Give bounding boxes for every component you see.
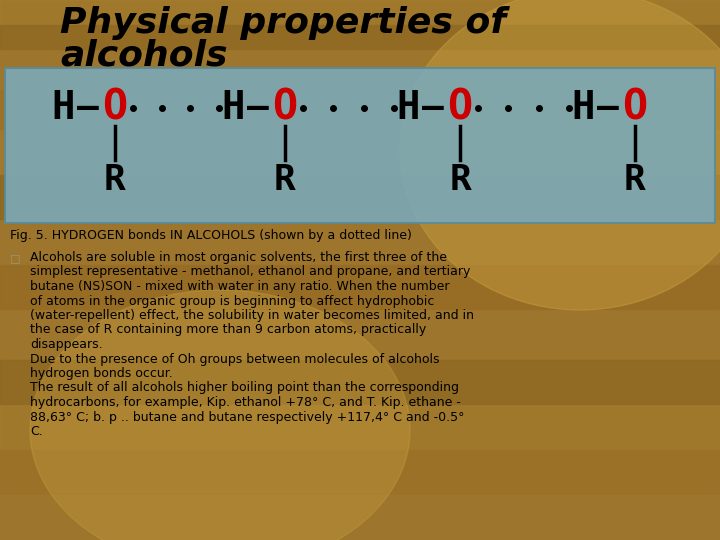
- Text: Fig. 5. HYDROGEN bonds IN ALCOHOLS (shown by a dotted line): Fig. 5. HYDROGEN bonds IN ALCOHOLS (show…: [10, 229, 412, 242]
- Bar: [0, 495, 720, 540]
- Bar: [0, 220, 720, 265]
- Text: R: R: [104, 163, 126, 197]
- Text: H: H: [221, 89, 245, 127]
- Text: The result of all alcohols higher boiling point than the corresponding: The result of all alcohols higher boilin…: [30, 381, 459, 395]
- Text: (water-repellent) effect, the solubility in water becomes limited, and in: (water-repellent) effect, the solubility…: [30, 309, 474, 322]
- Bar: [0, 405, 720, 450]
- Text: alcohols: alcohols: [60, 38, 228, 72]
- Text: the case of R containing more than 9 carbon atoms, practically: the case of R containing more than 9 car…: [30, 323, 426, 336]
- Bar: [0, 360, 720, 405]
- Text: O: O: [272, 87, 297, 129]
- Bar: [0, 90, 720, 130]
- Text: C.: C.: [30, 425, 42, 438]
- Text: –: –: [422, 91, 444, 125]
- Bar: [0, 450, 720, 495]
- Bar: [0, 50, 720, 90]
- Text: O: O: [102, 87, 127, 129]
- Text: disappears.: disappears.: [30, 338, 103, 351]
- Text: hydrogen bonds occur.: hydrogen bonds occur.: [30, 367, 173, 380]
- Text: 88,63° C; b. p .. butane and butane respectively +117,4° C and -0.5°: 88,63° C; b. p .. butane and butane resp…: [30, 410, 464, 423]
- Bar: [0, 265, 720, 310]
- Text: □: □: [10, 253, 20, 263]
- Text: R: R: [624, 163, 646, 197]
- Text: butane (NS)SON - mixed with water in any ratio. When the number: butane (NS)SON - mixed with water in any…: [30, 280, 449, 293]
- Ellipse shape: [30, 290, 410, 540]
- Bar: [0, 175, 720, 220]
- Text: hydrocarbons, for example, Kip. ethanol +78° C, and T. Kip. ethane -: hydrocarbons, for example, Kip. ethanol …: [30, 396, 461, 409]
- Text: H: H: [396, 89, 420, 127]
- Text: –: –: [77, 91, 99, 125]
- Text: H: H: [51, 89, 75, 127]
- FancyBboxPatch shape: [5, 68, 715, 223]
- Text: O: O: [448, 87, 472, 129]
- Text: R: R: [274, 163, 296, 197]
- Text: H: H: [571, 89, 595, 127]
- Bar: [0, 25, 720, 50]
- Bar: [0, 310, 720, 360]
- Text: of atoms in the organic group is beginning to affect hydrophobic: of atoms in the organic group is beginni…: [30, 294, 434, 307]
- Text: –: –: [247, 91, 269, 125]
- Text: Alcohols are soluble in most organic solvents, the first three of the: Alcohols are soluble in most organic sol…: [30, 251, 447, 264]
- Text: R: R: [449, 163, 471, 197]
- Text: Due to the presence of Oh groups between molecules of alcohols: Due to the presence of Oh groups between…: [30, 353, 439, 366]
- Text: Physical properties of: Physical properties of: [60, 6, 506, 40]
- Bar: [0, 130, 720, 175]
- Bar: [0, 0, 720, 25]
- Ellipse shape: [400, 0, 720, 310]
- Text: simplest representative - methanol, ethanol and propane, and tertiary: simplest representative - methanol, etha…: [30, 266, 470, 279]
- Text: O: O: [623, 87, 647, 129]
- Text: –: –: [597, 91, 619, 125]
